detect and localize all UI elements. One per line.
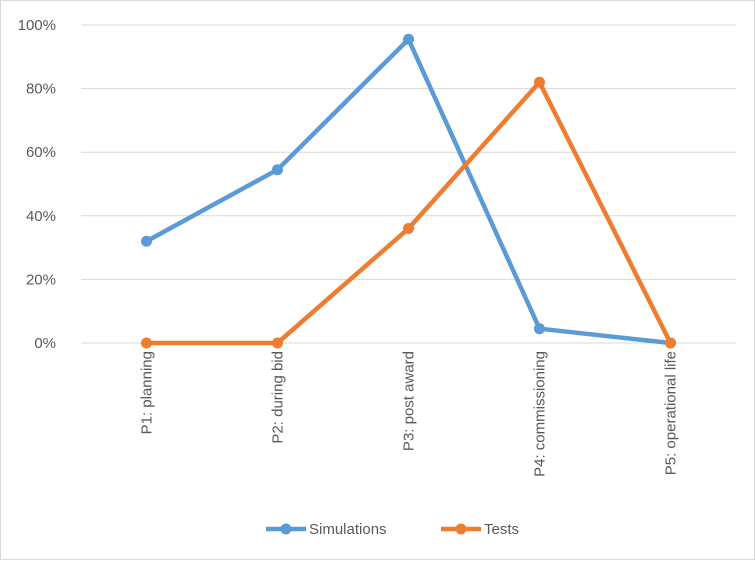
- legend-marker-simulations: [280, 523, 292, 535]
- series-line-tests: [144, 79, 673, 346]
- y-tick-label: 80%: [26, 81, 56, 98]
- y-tick-label: 0%: [34, 335, 56, 352]
- data-point-simulations: [141, 235, 152, 247]
- gridlines: [81, 24, 736, 344]
- y-tick-label: 20%: [26, 271, 56, 288]
- data-point-tests: [272, 337, 283, 349]
- x-tick-label: P2: during bid: [270, 351, 287, 444]
- y-tick-label: 60%: [26, 144, 56, 161]
- data-point-tests: [403, 223, 414, 235]
- data-point-tests: [141, 337, 152, 349]
- legend-marker-tests: [455, 523, 467, 535]
- legend-label-simulations: Simulations: [309, 521, 387, 538]
- x-axis-ticks: P1: planning P2: during bid P3: post award…: [139, 351, 680, 477]
- data-point-simulations: [272, 164, 283, 176]
- y-tick-label: 100%: [18, 17, 56, 34]
- data-point-simulations: [403, 33, 414, 45]
- x-tick-label: P5: operational life: [663, 351, 680, 475]
- series-lines: [141, 33, 676, 349]
- data-point-tests: [665, 337, 676, 349]
- legend-label-tests: Tests: [484, 521, 519, 538]
- x-tick-label: P3: post award: [401, 351, 418, 451]
- y-axis-ticks: 0% 20% 40% 60% 80% 100%: [18, 17, 56, 352]
- y-tick-label: 40%: [26, 208, 56, 225]
- legend: Simulations Tests: [266, 521, 519, 538]
- x-tick-label: P4: commissioning: [532, 351, 549, 477]
- data-point-simulations: [534, 323, 545, 335]
- data-point-tests: [534, 76, 545, 88]
- x-tick-label: P1: planning: [139, 351, 156, 434]
